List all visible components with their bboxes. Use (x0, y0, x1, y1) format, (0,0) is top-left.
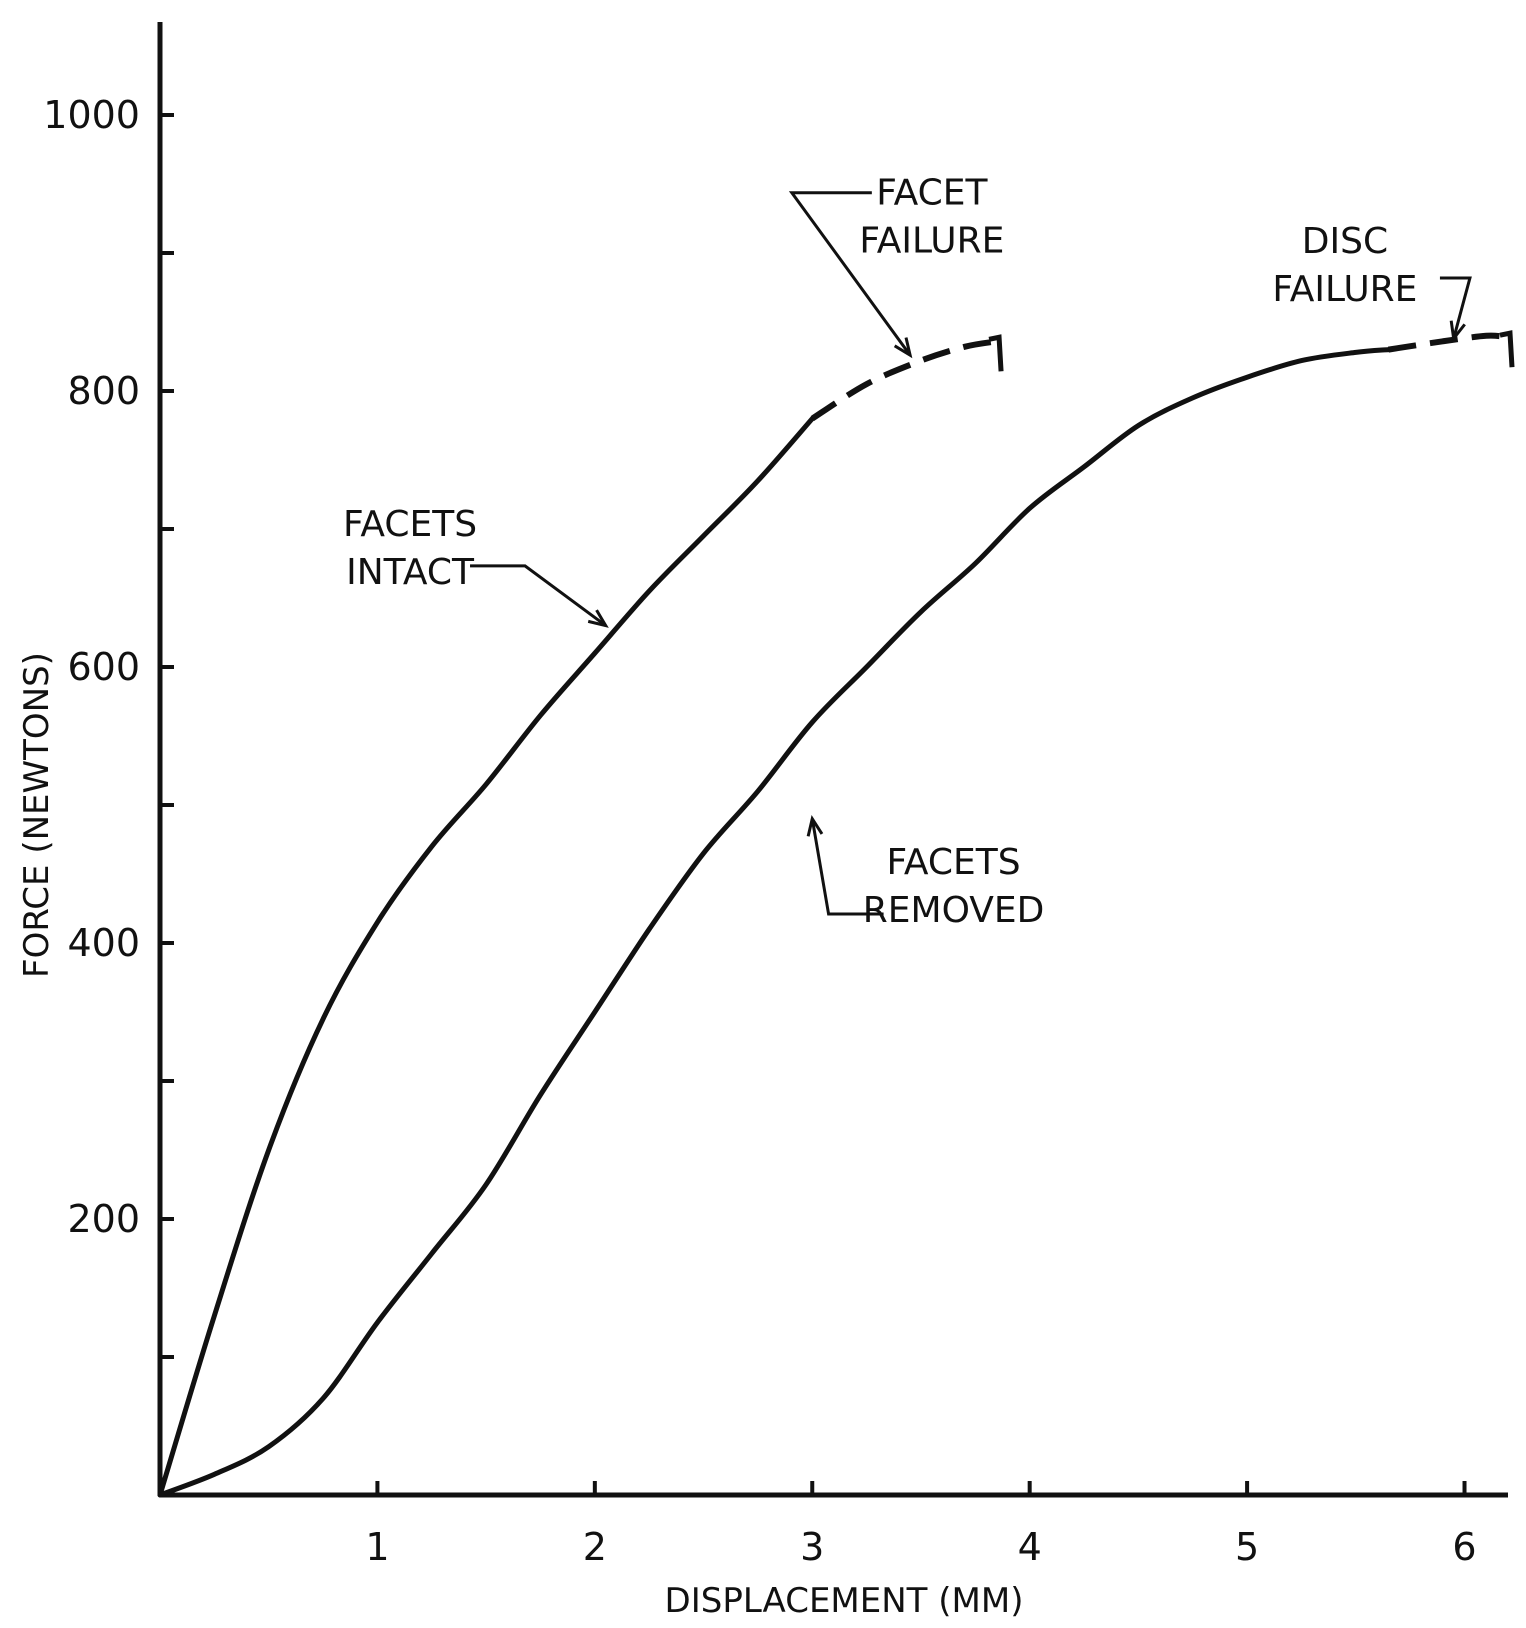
x-tick-label: 5 (1235, 1525, 1259, 1569)
facets-intact-label: FACETS (343, 504, 477, 545)
facets-removed-curve-solid (157, 347, 1391, 1498)
facets-removed-end-mark (1499, 330, 1515, 368)
x-tick-label: 1 (365, 1525, 389, 1569)
facet-failure-leader (788, 191, 912, 357)
facets-intact-curve-dashed (810, 338, 998, 422)
facets-removed-leader (810, 818, 884, 916)
facet-failure-label: FACET (876, 173, 988, 214)
series-group (157, 330, 1515, 1498)
facets-intact-curve-solid (157, 416, 815, 1498)
x-tick-label: 2 (583, 1525, 607, 1569)
facets-intact-end-mark (988, 334, 1004, 372)
disc-failure-leader (1439, 276, 1472, 339)
facets-removed-label: FACETS (887, 842, 1021, 883)
disc-failure-label: FAILURE (1272, 269, 1417, 310)
facets-removed-arrowhead (806, 815, 824, 837)
y-tick-label: 400 (67, 921, 140, 965)
facets-removed-label: REMOVED (863, 890, 1045, 931)
y-tick-label: 800 (67, 369, 140, 413)
facets-intact-leader (470, 564, 607, 627)
facets-removed-curve-dashed (1387, 332, 1509, 353)
facets-intact-label: INTACT (346, 552, 475, 593)
facets-intact-arrowhead (587, 609, 609, 628)
facet-failure-label: FAILURE (859, 221, 1004, 262)
x-tick-label: 6 (1452, 1525, 1476, 1569)
x-axis-title: DISPLACEMENT (MM) (665, 1581, 1024, 1621)
y-tick-label: 1000 (43, 93, 140, 137)
disc-failure-label: DISC (1302, 221, 1388, 262)
y-tick-label: 200 (67, 1197, 140, 1241)
axes: 1 2 3 4 5 6 200 400 600 800 1000 (43, 22, 1508, 1569)
facet-failure-arrowhead (893, 337, 913, 359)
annotations: FACET FAILURE DISC FAILURE FACETS INTACT FACET… (343, 173, 1472, 931)
x-tick-label: 3 (800, 1525, 824, 1569)
x-tick-label: 4 (1018, 1525, 1042, 1569)
y-axis-title: FORCE (NEWTONS) (17, 652, 57, 978)
y-tick-label: 600 (67, 645, 140, 689)
disc-failure-arrowhead (1449, 320, 1466, 343)
